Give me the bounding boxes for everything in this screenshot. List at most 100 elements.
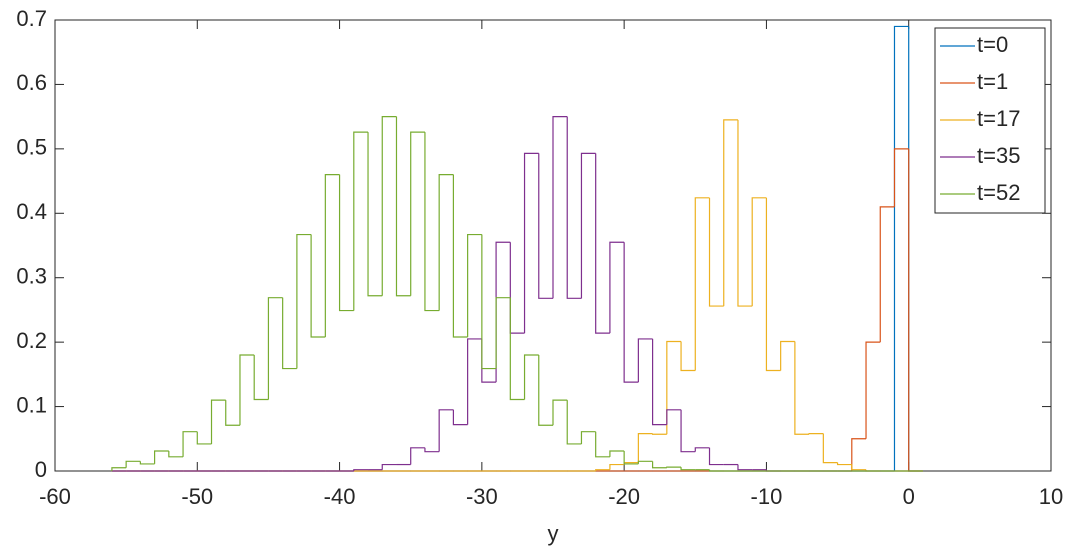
step bbox=[794, 341, 810, 435]
step bbox=[609, 463, 625, 470]
step bbox=[609, 241, 625, 334]
step bbox=[737, 464, 753, 471]
legend-label: t=52 bbox=[977, 180, 1020, 205]
step bbox=[595, 469, 610, 471]
step bbox=[637, 433, 653, 463]
step bbox=[381, 463, 397, 470]
step bbox=[652, 433, 667, 435]
step bbox=[438, 174, 454, 311]
x-tick-label: -30 bbox=[466, 484, 498, 509]
y-tick-label: 0.4 bbox=[16, 199, 47, 224]
step bbox=[765, 197, 781, 372]
step bbox=[467, 233, 482, 337]
step bbox=[481, 234, 497, 370]
step bbox=[467, 338, 482, 425]
step bbox=[509, 297, 525, 401]
step bbox=[893, 148, 909, 207]
step bbox=[723, 119, 738, 307]
step bbox=[595, 153, 610, 334]
y-tick-label: 0 bbox=[35, 457, 47, 482]
step bbox=[367, 132, 383, 297]
step bbox=[424, 132, 440, 312]
step bbox=[182, 431, 198, 457]
legend-label: t=0 bbox=[977, 32, 1008, 57]
y-tick-label: 0.3 bbox=[16, 264, 47, 289]
step bbox=[822, 433, 838, 464]
step bbox=[879, 206, 895, 343]
step bbox=[609, 450, 625, 457]
step bbox=[566, 400, 582, 445]
step bbox=[438, 409, 454, 452]
step bbox=[851, 464, 867, 471]
step bbox=[139, 461, 155, 465]
x-tick-label: -60 bbox=[39, 484, 71, 509]
step bbox=[125, 460, 141, 468]
y-tick-label: 0.1 bbox=[16, 392, 47, 417]
step bbox=[381, 116, 397, 296]
step bbox=[680, 467, 696, 471]
step bbox=[666, 340, 682, 435]
step bbox=[708, 197, 724, 307]
step bbox=[623, 451, 639, 465]
step bbox=[566, 116, 582, 299]
step bbox=[225, 400, 240, 426]
x-axis-label: y bbox=[548, 521, 559, 546]
step bbox=[424, 447, 440, 453]
step bbox=[552, 116, 568, 299]
step bbox=[552, 399, 568, 426]
step bbox=[538, 153, 553, 299]
legend-label: t=1 bbox=[977, 69, 1008, 94]
step bbox=[580, 152, 596, 299]
step bbox=[168, 451, 184, 458]
step bbox=[680, 341, 696, 372]
step bbox=[652, 461, 667, 469]
step bbox=[410, 131, 425, 296]
step bbox=[851, 438, 867, 471]
y-tick-label: 0.5 bbox=[16, 135, 47, 160]
y-tick-label: 0.6 bbox=[16, 70, 47, 95]
step bbox=[694, 447, 710, 452]
step bbox=[324, 174, 340, 337]
y-tick-label: 0.7 bbox=[16, 6, 47, 31]
step bbox=[708, 447, 724, 466]
step bbox=[111, 467, 127, 471]
step bbox=[865, 341, 881, 439]
x-tick-label: 10 bbox=[1039, 484, 1063, 509]
step bbox=[239, 354, 255, 426]
step bbox=[737, 119, 753, 307]
step bbox=[580, 431, 596, 444]
step bbox=[196, 431, 212, 445]
step bbox=[637, 460, 653, 464]
x-tick-label: -50 bbox=[181, 484, 213, 509]
step bbox=[296, 233, 312, 369]
step bbox=[395, 116, 411, 297]
step bbox=[666, 409, 682, 425]
step bbox=[893, 25, 909, 471]
step bbox=[523, 354, 539, 400]
step bbox=[751, 197, 767, 307]
step bbox=[267, 297, 283, 400]
step bbox=[410, 447, 425, 465]
step bbox=[495, 297, 511, 369]
y-tick-label: 0.2 bbox=[16, 328, 47, 353]
step bbox=[836, 462, 852, 466]
step bbox=[595, 431, 610, 458]
legend-label: t=17 bbox=[977, 106, 1020, 131]
step bbox=[680, 409, 696, 453]
step bbox=[253, 355, 269, 401]
x-tick-label: 0 bbox=[903, 484, 915, 509]
x-tick-label: -20 bbox=[608, 484, 640, 509]
step bbox=[780, 340, 795, 371]
x-tick-label: -40 bbox=[324, 484, 356, 509]
step bbox=[637, 338, 653, 383]
step bbox=[210, 399, 226, 444]
step bbox=[708, 469, 724, 472]
step bbox=[808, 433, 824, 435]
step bbox=[154, 450, 169, 464]
step bbox=[353, 131, 369, 311]
legend-label: t=35 bbox=[977, 143, 1020, 168]
step bbox=[538, 355, 553, 426]
step bbox=[666, 466, 682, 468]
